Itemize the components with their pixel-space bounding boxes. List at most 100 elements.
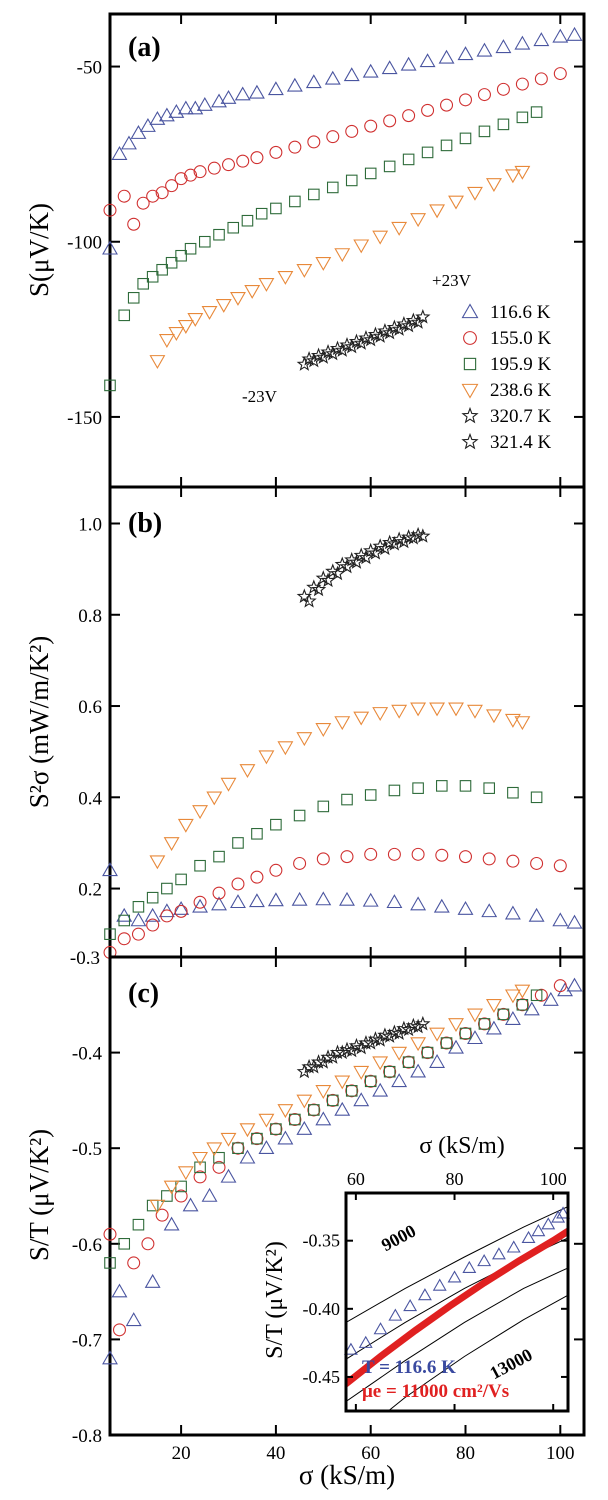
data-point (301, 351, 317, 366)
panel-a: -50 -100 -150 (a) S(μV/K) +23V -23V 116.6 … (24, 12, 586, 489)
y-tick-label: -0.7 (72, 1330, 102, 1351)
data-point (230, 894, 246, 909)
legend-label: 320.7 K (490, 406, 552, 427)
series-238-6-k (149, 165, 531, 369)
data-point (244, 284, 261, 299)
data-point (410, 1063, 427, 1078)
data-point (111, 146, 128, 160)
data-point (396, 316, 412, 331)
data-point (131, 927, 145, 941)
data-point (345, 174, 358, 187)
panel-c-label: (c) (128, 978, 159, 1009)
data-point (277, 741, 294, 756)
data-point (104, 379, 116, 392)
data-point (383, 114, 397, 128)
data-point (307, 1103, 321, 1117)
inset-x-tick-label: 60 (347, 1169, 365, 1189)
data-point (440, 98, 454, 112)
data-point (367, 545, 384, 560)
data-point (415, 308, 431, 324)
data-point (410, 1037, 427, 1052)
data-point (231, 877, 245, 891)
data-point (400, 56, 417, 71)
data-point (326, 1094, 339, 1107)
data-point (320, 572, 336, 588)
data-point (222, 158, 236, 172)
data-point (506, 854, 520, 868)
legend-label: 155.0 K (490, 328, 552, 349)
data-point (477, 88, 491, 102)
legend-marker (461, 303, 479, 319)
data-point (187, 313, 204, 327)
series-155-0-k (103, 847, 567, 959)
data-point (104, 1257, 116, 1269)
data-point (250, 1132, 264, 1146)
x-tick-label: 40 (266, 1443, 285, 1464)
data-point (530, 989, 543, 1002)
data-point (391, 704, 408, 719)
series-116-6-k (102, 862, 583, 929)
data-point (345, 1085, 358, 1097)
panel-c-xlabel: σ (kS/m) (299, 1460, 395, 1490)
data-point (193, 1170, 207, 1184)
data-point (383, 160, 396, 173)
data-point (277, 1130, 294, 1145)
data-point (367, 1031, 384, 1046)
data-point (315, 1111, 332, 1126)
data-point (429, 1054, 446, 1068)
data-point (387, 847, 401, 861)
data-point (481, 903, 498, 918)
data-point (168, 327, 185, 341)
data-point (358, 1034, 374, 1050)
data-point (345, 124, 359, 138)
y-tick-label: 1.0 (78, 515, 102, 536)
data-point (288, 1113, 302, 1127)
data-point (163, 837, 180, 852)
data-point (234, 86, 251, 101)
annotation-plus-23v: +23V (432, 271, 472, 290)
data-point (146, 270, 159, 283)
data-point (220, 1132, 237, 1147)
data-point (467, 186, 483, 201)
data-point (192, 805, 209, 820)
inset-data-point (417, 1288, 432, 1301)
data-point (132, 901, 145, 913)
corner-tick-label: -0.3 (70, 948, 100, 969)
data-point (146, 918, 160, 932)
series-155-0-k (103, 979, 567, 1337)
data-point (174, 172, 188, 186)
inset-xlabel: σ (kS/m) (419, 1133, 505, 1159)
data-point (353, 1092, 370, 1107)
data-point (199, 235, 211, 248)
data-point (239, 1149, 256, 1164)
data-point (523, 1001, 540, 1016)
data-point (130, 912, 147, 927)
data-point (156, 263, 168, 276)
data-point (144, 1273, 161, 1288)
panel-b-ylabel: S²σ (mW/m/K²) (24, 636, 54, 808)
data-point (196, 96, 213, 111)
data-point (193, 895, 207, 909)
data-point (402, 153, 415, 166)
data-point (121, 135, 137, 150)
data-point (206, 1142, 223, 1157)
data-point (334, 1101, 351, 1116)
data-point (367, 326, 384, 342)
data-point (155, 186, 169, 200)
data-point (207, 161, 221, 175)
inset-mobility-curve (346, 1206, 568, 1323)
data-point (364, 1075, 377, 1088)
data-point (363, 1034, 379, 1050)
data-point (497, 118, 510, 131)
data-point (421, 1046, 435, 1060)
data-point (353, 239, 370, 254)
data-point (485, 1020, 502, 1035)
data-point (215, 299, 232, 313)
data-point (362, 892, 379, 907)
data-point (158, 334, 175, 348)
y-tick-label: -0.5 (72, 1139, 102, 1160)
series-320-7-k (296, 314, 426, 371)
data-point (291, 891, 308, 906)
data-point (348, 333, 365, 349)
data-point (258, 750, 275, 765)
